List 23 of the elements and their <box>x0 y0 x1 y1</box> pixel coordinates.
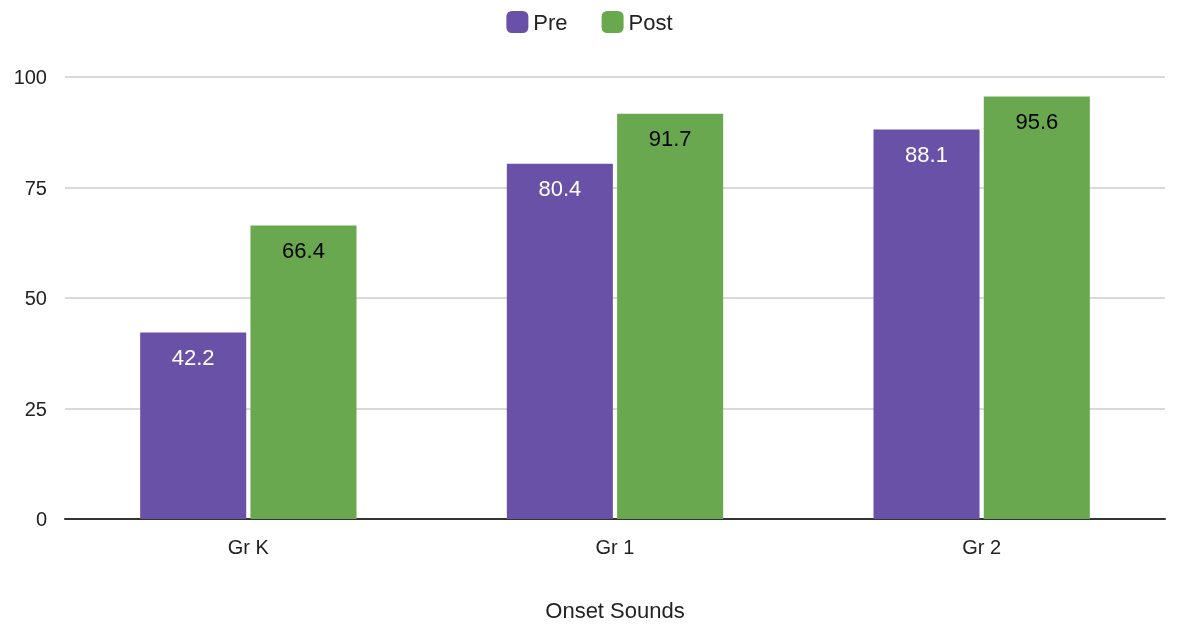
x-axis-title: Onset Sounds <box>545 597 685 623</box>
y-tick-label: 25 <box>24 397 47 420</box>
data-label: 66.4 <box>282 238 325 264</box>
legend-label: Pre <box>533 9 568 35</box>
y-tick-label: 100 <box>13 66 47 88</box>
bar <box>140 332 247 519</box>
data-label: 91.7 <box>648 126 692 152</box>
x-tick-label: Gr 1 <box>595 536 635 558</box>
bar <box>617 113 724 519</box>
data-label: 42.2 <box>171 344 215 370</box>
y-tick-label: 0 <box>35 508 47 530</box>
bar <box>983 96 1090 519</box>
data-label: 88.1 <box>905 142 948 168</box>
y-tick-label: 50 <box>24 287 47 309</box>
data-label: 80.4 <box>538 176 582 202</box>
bar <box>250 225 357 519</box>
x-tick-label: Gr K <box>227 536 270 558</box>
bar <box>506 163 613 519</box>
data-label: 95.6 <box>1015 108 1059 134</box>
x-tick-label: Gr 2 <box>962 536 1002 558</box>
y-tick-label: 75 <box>24 176 47 199</box>
legend-label: Post <box>628 9 673 35</box>
bar <box>873 129 980 519</box>
